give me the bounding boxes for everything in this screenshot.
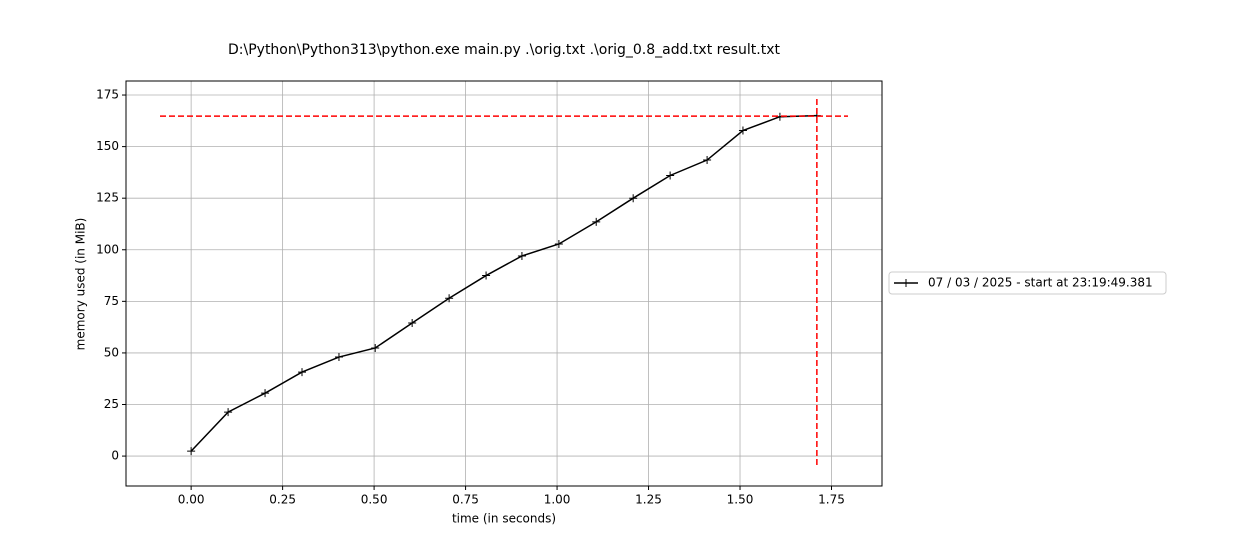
axes-frame (125, 80, 883, 487)
y-tick-label: 0 (111, 449, 119, 463)
data-point (298, 368, 307, 377)
data-point (261, 389, 270, 398)
x-tick-label: 0.50 (361, 493, 388, 507)
legend: 07 / 03 / 2025 - start at 23:19:49.381 (888, 271, 1167, 295)
data-point (408, 319, 417, 328)
y-tick-label: 25 (104, 397, 119, 411)
legend-marker (902, 279, 910, 287)
x-tick-label: 0.25 (269, 493, 296, 507)
data-point (482, 271, 491, 280)
y-axis-label: memory used (in MiB) (74, 218, 88, 351)
data-point (703, 156, 712, 165)
data-point (187, 447, 196, 456)
y-tick-label: 50 (104, 345, 119, 359)
x-tick-label: 1.75 (818, 493, 845, 507)
data-line (190, 114, 817, 452)
data-point (592, 217, 601, 226)
legend-label: 07 / 03 / 2025 - start at 23:19:49.381 (928, 276, 1153, 290)
x-tick-label: 1.50 (727, 493, 754, 507)
x-tick-label: 0.75 (452, 493, 479, 507)
data-point (445, 294, 454, 303)
data-point (334, 353, 343, 362)
y-tick-label: 150 (96, 139, 119, 153)
grid (126, 81, 882, 486)
y-tick-label: 100 (96, 242, 119, 256)
x-tick-label: 1.25 (635, 493, 662, 507)
x-tick-label: 0.00 (178, 493, 205, 507)
chart-title: D:\Python\Python313\python.exe main.py .… (228, 42, 780, 58)
data-point (517, 251, 526, 260)
y-tick-label: 75 (104, 294, 119, 308)
data-point (629, 194, 638, 203)
plot-area (160, 99, 848, 468)
data-point (738, 126, 747, 135)
x-axis-label: time (in seconds) (452, 512, 556, 526)
data-point (666, 171, 675, 180)
data-point (554, 239, 563, 248)
y-tick-label: 175 (96, 88, 119, 102)
x-tick-label: 1.00 (544, 493, 571, 507)
legend-box (888, 271, 1167, 295)
data-point (224, 408, 233, 417)
data-point (371, 343, 380, 352)
y-tick-label: 125 (96, 191, 119, 205)
